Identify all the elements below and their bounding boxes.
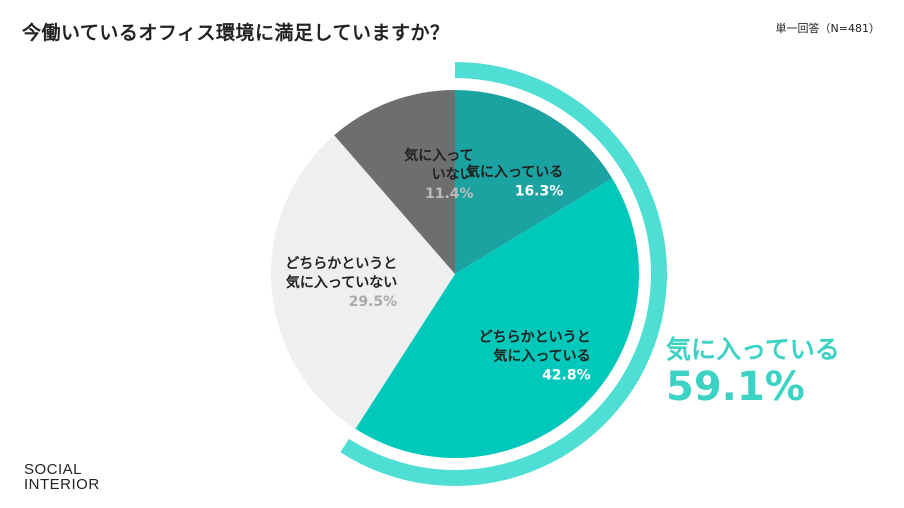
pie-slice-3 (334, 90, 455, 274)
pie-slice-2 (270, 135, 455, 429)
brand-logo: SOCIAL INTERIOR (24, 462, 100, 492)
slice-label-3-0: 気に入って (404, 147, 473, 164)
slice-label-1-1: 気に入っている (493, 348, 590, 365)
slice-label-2-1: 気に入っていない (286, 274, 397, 291)
slice-label-0-0: 気に入っている (466, 163, 563, 180)
summary-label: 気に入っている (666, 335, 840, 364)
summary-value: 59.1% (666, 364, 805, 410)
sample-note: 単一回答（N=481） (775, 22, 880, 35)
slice-value-label-0: 16.3% (515, 183, 564, 199)
logo-line-2: INTERIOR (24, 476, 100, 493)
slice-value-label-1: 42.8% (542, 368, 591, 384)
slice-label-2-0: どちらかというと (285, 256, 397, 272)
pie-slice-1 (355, 178, 640, 458)
pie-slice-0 (455, 90, 613, 274)
slice-label-1-0: どちらかというと (479, 330, 591, 346)
slice-value-label-2: 29.5% (349, 294, 398, 310)
slice-label-3-1: いない (432, 167, 474, 183)
slice-value-label-3: 11.4% (425, 186, 474, 202)
chart-title: 今働いているオフィス環境に満足していますか？ (22, 22, 450, 44)
logo-line-1: SOCIAL (24, 461, 83, 478)
